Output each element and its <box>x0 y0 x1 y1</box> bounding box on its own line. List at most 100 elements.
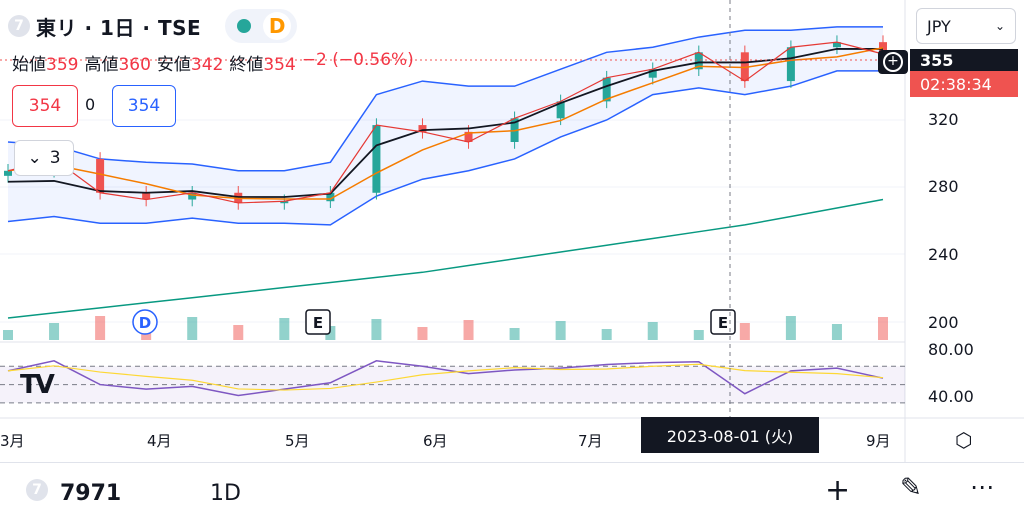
ma-mid-line <box>7 47 884 200</box>
delayed-data-badge: D <box>263 12 292 40</box>
chart-title[interactable]: 東リ · 1日 · TSE <box>36 15 202 40</box>
candle-body <box>418 125 427 132</box>
candle-body <box>832 42 841 48</box>
volume-bar <box>233 325 244 340</box>
pen-icon[interactable]: ✎ <box>900 473 922 503</box>
time-tick: 6月 <box>423 432 448 450</box>
dividend-marker <box>132 309 158 335</box>
market-status[interactable]: D <box>225 9 298 43</box>
rsi-ma-line <box>7 363 884 391</box>
sell-price-button[interactable]: 354 <box>12 85 78 127</box>
price-tick: 200 <box>928 313 959 332</box>
volume-bar <box>647 322 658 340</box>
chevron-down-icon: ⌄ <box>27 148 42 168</box>
plus-circle-icon: + <box>883 52 903 72</box>
high-value: 360 <box>118 55 151 75</box>
symbol-badge: 7 <box>8 15 30 37</box>
time-tick: 9月 <box>866 432 891 450</box>
bollinger-lower <box>7 70 883 226</box>
candle-body <box>786 47 795 82</box>
volume-bar <box>878 317 888 340</box>
volume-bar <box>187 317 198 340</box>
close-label: 終値 <box>229 55 264 75</box>
chevron-down-icon: ⌄ <box>994 19 1005 33</box>
candle-body <box>142 192 151 200</box>
volume-bar <box>95 316 106 340</box>
time-tick: 5月 <box>285 432 310 450</box>
volume-bar <box>785 316 796 340</box>
earnings-marker <box>305 309 331 335</box>
dividend-marker-label: D <box>139 314 151 332</box>
candle-body <box>326 192 335 202</box>
volume-bar <box>417 327 428 340</box>
crosshair-date-label: 2023-08-01 (火) <box>641 417 819 453</box>
chart-canvas[interactable]: D E E <box>0 0 1024 462</box>
countdown-tag: 02:38:34 <box>910 71 1018 97</box>
price-tick: 240 <box>928 245 959 264</box>
ma-slow-line <box>7 48 883 198</box>
candle-body <box>188 192 197 200</box>
buy-price-button[interactable]: 354 <box>112 85 176 127</box>
add-alert-button[interactable]: + <box>878 50 908 74</box>
high-label: 高値 <box>84 55 119 75</box>
candle-body <box>96 158 105 193</box>
bollinger-upper <box>7 26 883 172</box>
plus-icon[interactable]: + <box>825 473 851 508</box>
volume-bar <box>693 330 704 340</box>
candle-body <box>464 131 473 142</box>
volume-bar <box>49 323 60 340</box>
low-value: 342 <box>190 55 224 75</box>
candle-body <box>740 52 749 82</box>
volume-bar <box>831 324 842 340</box>
settings-icon[interactable]: ⬡ <box>955 428 973 452</box>
time-tick: 4月 <box>147 432 172 450</box>
candle-body <box>694 52 703 70</box>
volume-bar <box>555 321 566 340</box>
more-icon[interactable]: ⋯ <box>970 473 994 501</box>
candle-body <box>280 201 289 204</box>
ma-fast-line <box>7 41 884 204</box>
indicator-count: 3 <box>49 148 61 168</box>
currency-label: JPY <box>927 16 951 36</box>
bottom-interval[interactable]: 1D <box>210 481 241 506</box>
bollinger-fill <box>8 26 883 225</box>
volume-bar <box>371 319 382 340</box>
chart-header: 7 東リ · 1日 · TSE D <box>0 8 298 44</box>
volume-bar <box>601 329 612 340</box>
price-tick: 280 <box>928 177 959 196</box>
rsi-tick: 40.00 <box>928 387 974 406</box>
candle-body <box>648 69 657 78</box>
candle-body <box>372 125 381 193</box>
low-label: 安値 <box>156 55 191 75</box>
candle-body <box>4 170 12 176</box>
earnings-marker-label: E <box>313 314 323 332</box>
rsi-line <box>7 360 884 397</box>
volume-bar <box>279 318 290 340</box>
open-value: 359 <box>46 55 79 75</box>
change-value: −2 (−0.56%) <box>301 50 414 70</box>
rsi-tick: 80.00 <box>928 340 974 359</box>
currency-select[interactable]: JPY ⌄ <box>916 8 1016 44</box>
bottom-toolbar: 7 7971 1D + ✎ ⋯ <box>0 462 1024 510</box>
volume-bar <box>509 328 520 340</box>
sma-long-line <box>7 198 884 319</box>
open-label: 始値 <box>12 55 46 75</box>
volume-bar <box>463 320 474 340</box>
earnings-marker-label: E <box>718 314 728 332</box>
time-tick: 7月 <box>578 432 603 450</box>
bottom-symbol-badge: 7 <box>26 479 48 501</box>
tradingview-logo: TV <box>20 370 55 400</box>
volume-bar <box>739 323 750 340</box>
price-tick: 320 <box>928 110 959 129</box>
crosshair-price-tag: 355 <box>910 49 1018 71</box>
candle-body <box>602 77 611 102</box>
indicators-toggle-button[interactable]: ⌄ 3 <box>14 140 74 176</box>
spread-value: 0 <box>85 95 96 114</box>
close-value: 354 <box>263 55 296 75</box>
ohlc-legend: 始値359 高値360 安値342 終値354 −2 (−0.56%) <box>12 50 414 75</box>
market-open-icon <box>237 19 252 33</box>
volume-bar <box>3 330 13 340</box>
bottom-symbol[interactable]: 7971 <box>60 481 122 506</box>
time-tick: 3月 <box>0 432 25 450</box>
earnings-marker <box>710 309 736 335</box>
